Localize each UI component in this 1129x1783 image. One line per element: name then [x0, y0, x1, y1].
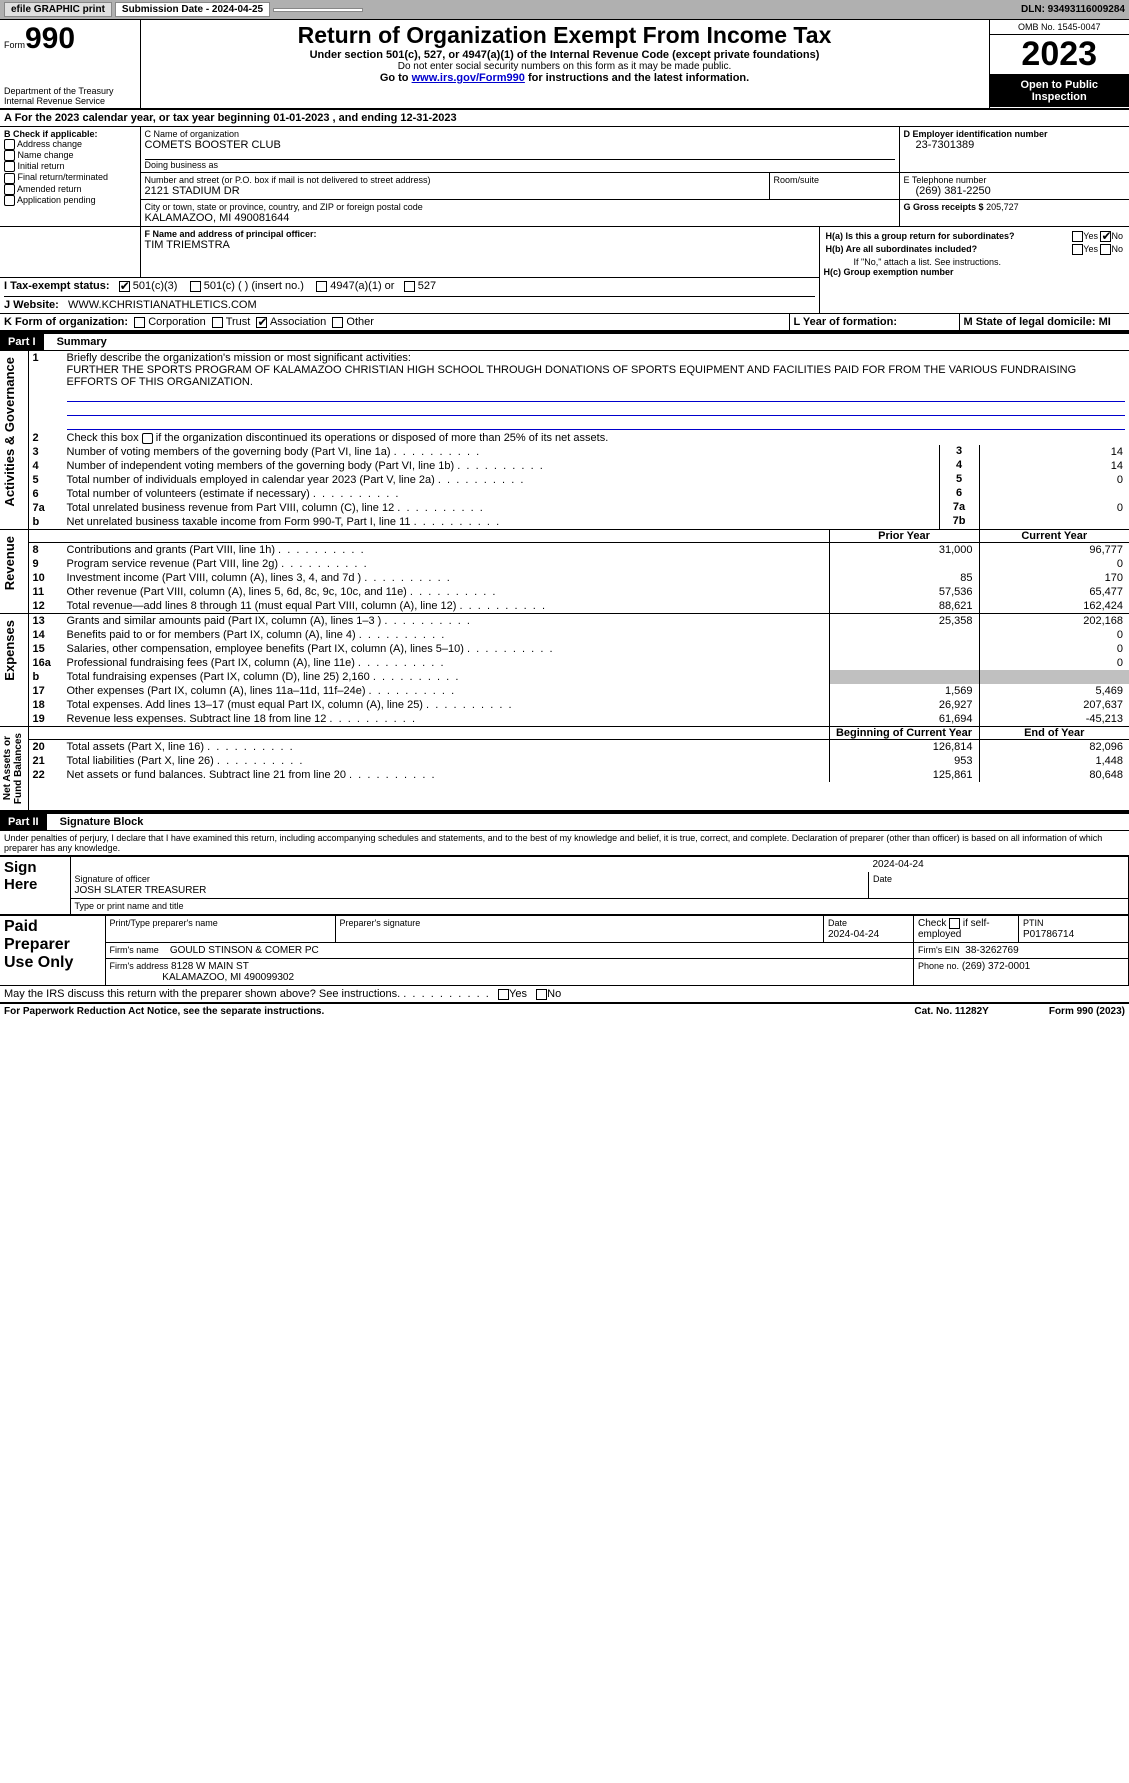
- tax-year: 2023: [990, 35, 1129, 75]
- side-rev: Revenue: [0, 530, 19, 596]
- irs-link[interactable]: www.irs.gov/Form990: [412, 72, 525, 84]
- dba-label: Doing business as: [145, 160, 895, 170]
- 527-cb[interactable]: [404, 281, 415, 292]
- city-label: City or town, state or province, country…: [145, 202, 895, 212]
- phone-label: E Telephone number: [904, 175, 1126, 185]
- discuss-line: May the IRS discuss this return with the…: [0, 986, 1129, 1003]
- dln-label: DLN: 93493116009284: [1021, 4, 1125, 15]
- form-label: Form: [4, 40, 25, 50]
- header-sub2: Do not enter social security numbers on …: [145, 61, 985, 72]
- room-label: Room/suite: [774, 175, 895, 185]
- phone-value: (269) 381-2250: [904, 185, 1126, 197]
- 4947-cb[interactable]: [316, 281, 327, 292]
- website-label: J Website:: [4, 299, 59, 311]
- officer-sig: JOSH SLATER TREASURER: [75, 885, 207, 896]
- form-title: Return of Organization Exempt From Incom…: [145, 22, 985, 49]
- pra-notice: For Paperwork Reduction Act Notice, see …: [4, 1006, 324, 1017]
- firm-addr1: 8128 W MAIN ST: [171, 961, 249, 972]
- ein-value: 23-7301389: [904, 139, 1126, 151]
- form-org-label: K Form of organization:: [4, 316, 128, 328]
- hb-no[interactable]: [1100, 244, 1111, 255]
- part2-title: Signature Block: [50, 816, 144, 828]
- gross-value: 205,727: [986, 202, 1019, 212]
- box-c-name-label: C Name of organization: [145, 129, 895, 139]
- submission-date: Submission Date - 2024-04-25: [115, 2, 270, 17]
- tax-status-label: I Tax-exempt status:: [4, 280, 110, 292]
- street-value: 2121 STADIUM DR: [145, 185, 765, 197]
- officer-name: TIM TRIEMSTRA: [145, 239, 815, 251]
- city-value: KALAMAZOO, MI 490081644: [145, 212, 895, 224]
- hc-label: H(c) Group exemption number: [824, 267, 954, 277]
- period-line: A For the 2023 calendar year, or tax yea…: [0, 110, 1129, 127]
- open-inspection: Open to Public Inspection: [990, 75, 1129, 107]
- header-sub1: Under section 501(c), 527, or 4947(a)(1)…: [145, 49, 985, 61]
- part2-num: Part II: [0, 814, 47, 830]
- assoc-cb[interactable]: [256, 317, 267, 328]
- street-label: Number and street (or P.O. box if mail i…: [145, 175, 765, 185]
- firm-addr2: KALAMAZOO, MI 490099302: [162, 972, 294, 983]
- domicile-label: M State of legal domicile: MI: [964, 316, 1111, 328]
- officer-label: F Name and address of principal officer:: [145, 229, 317, 239]
- yof-label: L Year of formation:: [794, 316, 898, 328]
- firm-name: GOULD STINSON & COMER PC: [170, 945, 319, 956]
- hb-note: If "No," attach a list. See instructions…: [824, 257, 1126, 267]
- ein-label: D Employer identification number: [904, 129, 1048, 139]
- 501c-cb[interactable]: [190, 281, 201, 292]
- cat-no: Cat. No. 11282Y: [914, 1006, 988, 1017]
- ptin: P01786714: [1023, 929, 1074, 940]
- discuss-no[interactable]: [536, 989, 547, 1000]
- 501c3-cb[interactable]: [119, 281, 130, 292]
- q1-label: Briefly describe the organization's miss…: [67, 352, 411, 364]
- box-b: B Check if applicable: Address change Na…: [0, 127, 140, 227]
- ha-yes[interactable]: [1072, 231, 1083, 242]
- q1-value: FURTHER THE SPORTS PROGRAM OF KALAMAZOO …: [67, 364, 1077, 388]
- other-cb[interactable]: [332, 317, 343, 328]
- firm-phone: (269) 372-0001: [962, 961, 1030, 972]
- discuss-yes[interactable]: [498, 989, 509, 1000]
- part1-num: Part I: [0, 334, 44, 350]
- firm-ein: 38-3262769: [965, 945, 1018, 956]
- part1-title: Summary: [47, 336, 107, 348]
- top-toolbar: efile GRAPHIC print Submission Date - 20…: [0, 0, 1129, 20]
- efile-print-button[interactable]: efile GRAPHIC print: [4, 2, 112, 17]
- corp-cb[interactable]: [134, 317, 145, 328]
- side-exp: Expenses: [0, 614, 19, 687]
- hb-yes[interactable]: [1072, 244, 1083, 255]
- hb-label: H(b) Are all subordinates included?: [826, 244, 978, 254]
- sign-here: Sign Here: [0, 857, 70, 915]
- website-value: WWW.KCHRISTIANATHLETICS.COM: [68, 299, 257, 311]
- gross-label: G Gross receipts $: [904, 202, 984, 212]
- side-na: Net Assets or Fund Balances: [0, 727, 26, 810]
- org-name: COMETS BOOSTER CLUB: [145, 139, 895, 151]
- side-ag: Activities & Governance: [0, 351, 19, 513]
- perjury-text: Under penalties of perjury, I declare th…: [0, 831, 1129, 856]
- paid-preparer: Paid Preparer Use Only: [0, 916, 105, 986]
- omb-number: OMB No. 1545-0047: [990, 20, 1129, 35]
- trust-cb[interactable]: [212, 317, 223, 328]
- form-number: 990: [25, 22, 75, 55]
- header-sub3: Go to www.irs.gov/Form990 for instructio…: [145, 72, 985, 84]
- treasury-label: Department of the Treasury Internal Reve…: [4, 86, 136, 106]
- ha-no[interactable]: [1100, 231, 1111, 242]
- ha-label: H(a) Is this a group return for subordin…: [826, 231, 1015, 241]
- blank-field: [273, 8, 363, 12]
- sign-date: 2024-04-24: [869, 857, 1129, 873]
